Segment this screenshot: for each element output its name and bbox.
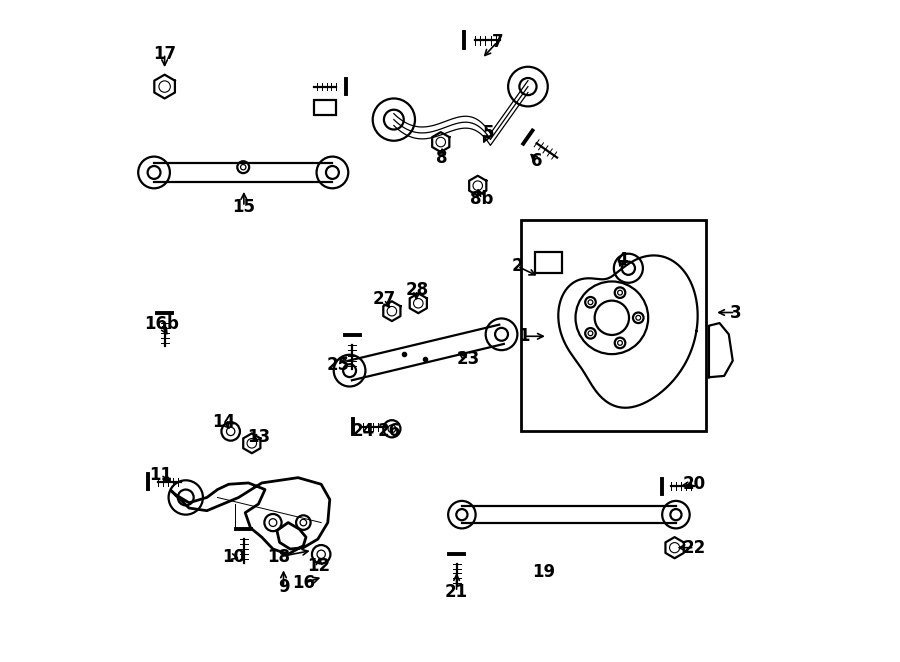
Text: 5: 5	[482, 124, 494, 142]
Text: 9: 9	[278, 579, 289, 596]
Text: 11: 11	[149, 466, 172, 484]
FancyBboxPatch shape	[314, 101, 337, 115]
Text: 12: 12	[308, 557, 331, 575]
Text: 17: 17	[153, 44, 176, 62]
Text: 26: 26	[378, 422, 400, 440]
Text: 7: 7	[491, 32, 503, 51]
Text: 22: 22	[683, 539, 706, 557]
Text: 8: 8	[436, 149, 448, 167]
Text: 24: 24	[351, 422, 374, 440]
Text: 3: 3	[730, 303, 742, 322]
Text: 19: 19	[532, 563, 555, 581]
Text: 23: 23	[457, 350, 480, 368]
Text: 16: 16	[292, 575, 315, 592]
Text: 10: 10	[221, 548, 245, 566]
Text: 1: 1	[518, 327, 530, 346]
Text: 15: 15	[232, 198, 256, 216]
Text: 20: 20	[683, 475, 706, 493]
Text: 8b: 8b	[470, 190, 493, 208]
Text: 2: 2	[511, 258, 523, 275]
Text: 14: 14	[212, 413, 236, 431]
Text: 25: 25	[326, 356, 349, 374]
Text: 4: 4	[616, 251, 627, 269]
Text: 16b: 16b	[144, 315, 179, 334]
Text: 13: 13	[247, 428, 270, 446]
Text: 27: 27	[373, 291, 396, 308]
Text: 21: 21	[445, 583, 468, 601]
FancyBboxPatch shape	[535, 252, 562, 273]
Bar	[521, 220, 706, 432]
Text: 6: 6	[532, 152, 543, 169]
Text: 28: 28	[405, 281, 428, 299]
Text: 18: 18	[266, 548, 290, 566]
